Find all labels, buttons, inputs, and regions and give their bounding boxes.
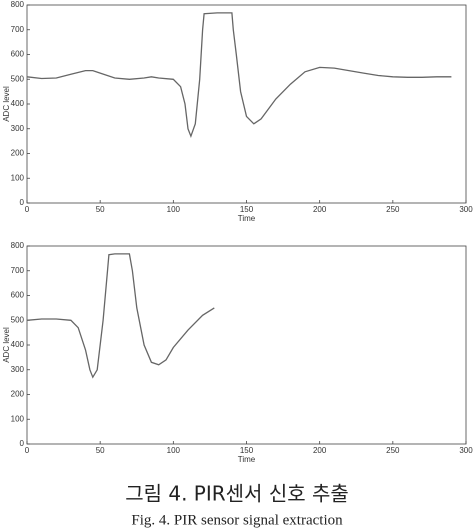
caption-english: Fig. 4. PIR sensor signal extraction bbox=[131, 512, 343, 528]
y-tick-label: 200 bbox=[11, 390, 25, 399]
y-tick-label: 0 bbox=[20, 439, 25, 448]
y-tick-label: 400 bbox=[11, 99, 25, 108]
caption-korean: 그림 4. PIR센서 신호 추출 bbox=[125, 482, 349, 506]
y-tick-label: 700 bbox=[11, 25, 25, 34]
y-tick-label: 600 bbox=[11, 291, 25, 300]
x-tick-label: 250 bbox=[386, 446, 400, 455]
y-tick-label: 800 bbox=[11, 0, 25, 9]
plot-frame bbox=[26, 245, 467, 445]
x-tick-label: 100 bbox=[167, 205, 181, 214]
y-tick-label: 300 bbox=[11, 365, 25, 374]
x-tick-label: 50 bbox=[96, 205, 105, 214]
y-axis-label: ADC level bbox=[2, 327, 11, 363]
y-tick-label: 200 bbox=[11, 149, 25, 158]
y-tick-label: 0 bbox=[20, 198, 25, 207]
y-tick-label: 500 bbox=[11, 315, 25, 324]
y-tick-label: 600 bbox=[11, 50, 25, 59]
y-tick-label: 100 bbox=[11, 414, 25, 423]
x-tick-label: 300 bbox=[459, 446, 473, 455]
y-tick-label: 400 bbox=[11, 340, 25, 349]
plot-frame bbox=[26, 4, 467, 204]
y-tick-label: 700 bbox=[11, 266, 25, 275]
signal-line bbox=[26, 12, 452, 139]
x-tick-label: 300 bbox=[459, 205, 473, 214]
x-axis-label: Time bbox=[238, 455, 256, 464]
signal-line bbox=[26, 253, 215, 379]
x-tick-label: 0 bbox=[25, 205, 30, 214]
x-tick-label: 100 bbox=[167, 446, 181, 455]
x-tick-label: 150 bbox=[240, 205, 254, 214]
x-tick-label: 200 bbox=[313, 205, 327, 214]
y-axis-label: ADC level bbox=[2, 86, 11, 122]
x-tick-label: 200 bbox=[313, 446, 327, 455]
y-tick-label: 500 bbox=[11, 74, 25, 83]
y-tick-label: 800 bbox=[11, 241, 25, 250]
y-tick-label: 100 bbox=[11, 173, 25, 182]
x-tick-label: 0 bbox=[25, 446, 30, 455]
x-tick-label: 150 bbox=[240, 446, 254, 455]
y-tick-label: 300 bbox=[11, 124, 25, 133]
x-axis-label: Time bbox=[238, 214, 256, 223]
x-tick-label: 50 bbox=[96, 446, 105, 455]
x-tick-label: 250 bbox=[386, 205, 400, 214]
